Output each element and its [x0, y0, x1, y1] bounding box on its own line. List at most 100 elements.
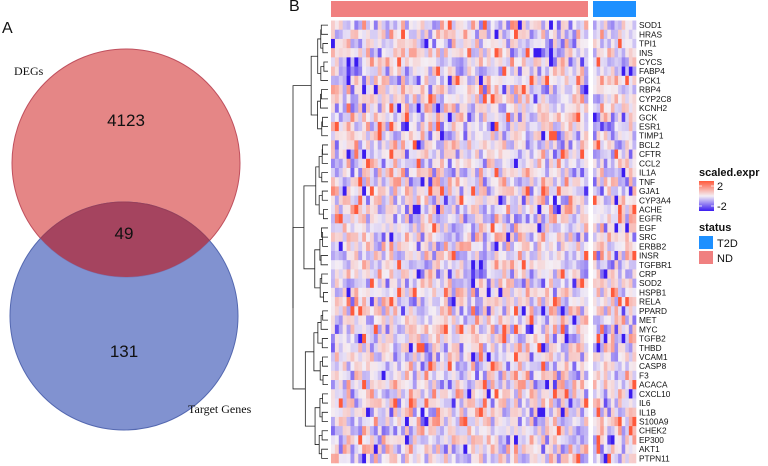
- heatmap-cell: [455, 297, 460, 307]
- heatmap-cell: [443, 278, 449, 289]
- heatmap-cell: [537, 29, 542, 40]
- heatmap-cell: [560, 380, 565, 390]
- heatmap-cell: [420, 324, 425, 335]
- heatmap-cell: [506, 241, 511, 252]
- heatmap-cell: [408, 177, 414, 187]
- heatmap-cell: [451, 38, 456, 49]
- heatmap-cell: [354, 370, 359, 381]
- heatmap-cell: [572, 306, 577, 316]
- heatmap-cell: [614, 121, 619, 132]
- heatmap-cell: [502, 177, 507, 187]
- heatmap-cell: [401, 131, 406, 141]
- heatmap-cell: [467, 269, 472, 279]
- heatmap-cell: [525, 416, 530, 427]
- gene-label-tgfbr1: TGFBR1: [639, 260, 672, 270]
- heatmap-cell: [334, 131, 340, 141]
- heatmap-cell: [354, 380, 359, 390]
- heatmap-cell: [467, 287, 472, 298]
- heatmap-cell: [510, 416, 515, 427]
- heatmap-cell: [362, 214, 367, 224]
- gene-label-insr: INSR: [639, 251, 659, 261]
- heatmap-cell: [475, 361, 480, 372]
- heatmap-cell: [593, 278, 597, 289]
- heatmap-cell: [498, 333, 503, 344]
- heatmap-cell: [560, 29, 565, 40]
- heatmap-cell: [350, 85, 355, 95]
- heatmap-cell: [463, 195, 468, 206]
- heatmap-cell: [576, 287, 581, 298]
- heatmap-cell: [362, 131, 367, 141]
- heatmap-cell: [342, 112, 347, 123]
- heatmap-cell: [424, 48, 429, 58]
- heatmap-cell: [377, 131, 382, 141]
- heatmap-cell: [342, 38, 347, 49]
- heatmap-cell: [593, 232, 597, 243]
- heatmap-cell: [541, 361, 546, 372]
- heatmap-cell: [514, 435, 519, 445]
- heatmap-cell: [564, 324, 569, 335]
- heatmap-cell: [521, 186, 526, 196]
- heatmap-cell: [389, 85, 394, 95]
- dendrogram-branch: [317, 322, 323, 344]
- heatmap-cell: [467, 214, 472, 224]
- heatmap-cell: [552, 186, 558, 196]
- heatmap-cell: [404, 361, 410, 372]
- heatmap-cell: [366, 48, 371, 58]
- heatmap-cell: [436, 232, 441, 243]
- heatmap-cell: [517, 131, 523, 141]
- heatmap-cell: [545, 444, 550, 455]
- heatmap-cell: [621, 453, 626, 464]
- heatmap-cell: [618, 112, 622, 123]
- heatmap-cell: [377, 407, 382, 418]
- heatmap-cell: [502, 416, 507, 427]
- heatmap-cell: [331, 278, 336, 289]
- heatmap-cell: [420, 131, 425, 141]
- dendrogram-branch: [319, 239, 323, 261]
- heatmap-cell: [459, 29, 464, 40]
- heatmap-cell: [541, 48, 546, 58]
- heatmap-cell: [584, 158, 589, 169]
- heatmap-cell: [404, 389, 410, 399]
- heatmap-cell: [632, 435, 637, 445]
- heatmap-cell: [517, 85, 523, 95]
- heatmap-cell: [440, 297, 445, 307]
- heatmap-cell: [568, 370, 573, 381]
- heatmap-cell: [494, 66, 499, 77]
- heatmap-cell: [568, 158, 573, 169]
- heatmap-cell: [486, 297, 491, 307]
- heatmap-cell: [486, 333, 491, 344]
- heatmap-cell: [486, 269, 491, 279]
- status-legend-label-t2d: T2D: [717, 238, 738, 250]
- heatmap-cell: [576, 158, 581, 169]
- heatmap-cell: [362, 66, 367, 77]
- heatmap-cell: [358, 66, 363, 77]
- heatmap-cell: [593, 343, 597, 353]
- heatmap-cell: [584, 204, 589, 215]
- heatmap-cell: [385, 361, 390, 372]
- heatmap-cell: [381, 140, 386, 150]
- heatmap-cell: [607, 94, 612, 104]
- heatmap-cell: [471, 57, 476, 67]
- heatmap-cell: [486, 158, 491, 169]
- heatmap-cell: [625, 186, 630, 196]
- heatmap-cell: [440, 20, 445, 31]
- heatmap-cell: [549, 287, 554, 298]
- heatmap-cell: [369, 297, 375, 307]
- heatmap-cell: [514, 186, 519, 196]
- heatmap-cell: [428, 94, 433, 104]
- heatmap-cell: [610, 204, 615, 215]
- heatmap-cell: [607, 112, 612, 123]
- heatmap-cell: [621, 204, 626, 215]
- heatmap-cell: [498, 416, 503, 427]
- heatmap-cell: [451, 85, 456, 95]
- heatmap-cell: [533, 131, 538, 141]
- heatmap-cell: [517, 140, 523, 150]
- heatmap-cell: [510, 398, 515, 408]
- heatmap-cell: [424, 241, 429, 252]
- heatmap-cell: [593, 297, 597, 307]
- heatmap-cell: [521, 48, 526, 58]
- heatmap-cell: [494, 57, 499, 67]
- gene-label-sod1: SOD1: [639, 20, 662, 30]
- heatmap-cell: [576, 333, 581, 344]
- heatmap-cell: [463, 361, 468, 372]
